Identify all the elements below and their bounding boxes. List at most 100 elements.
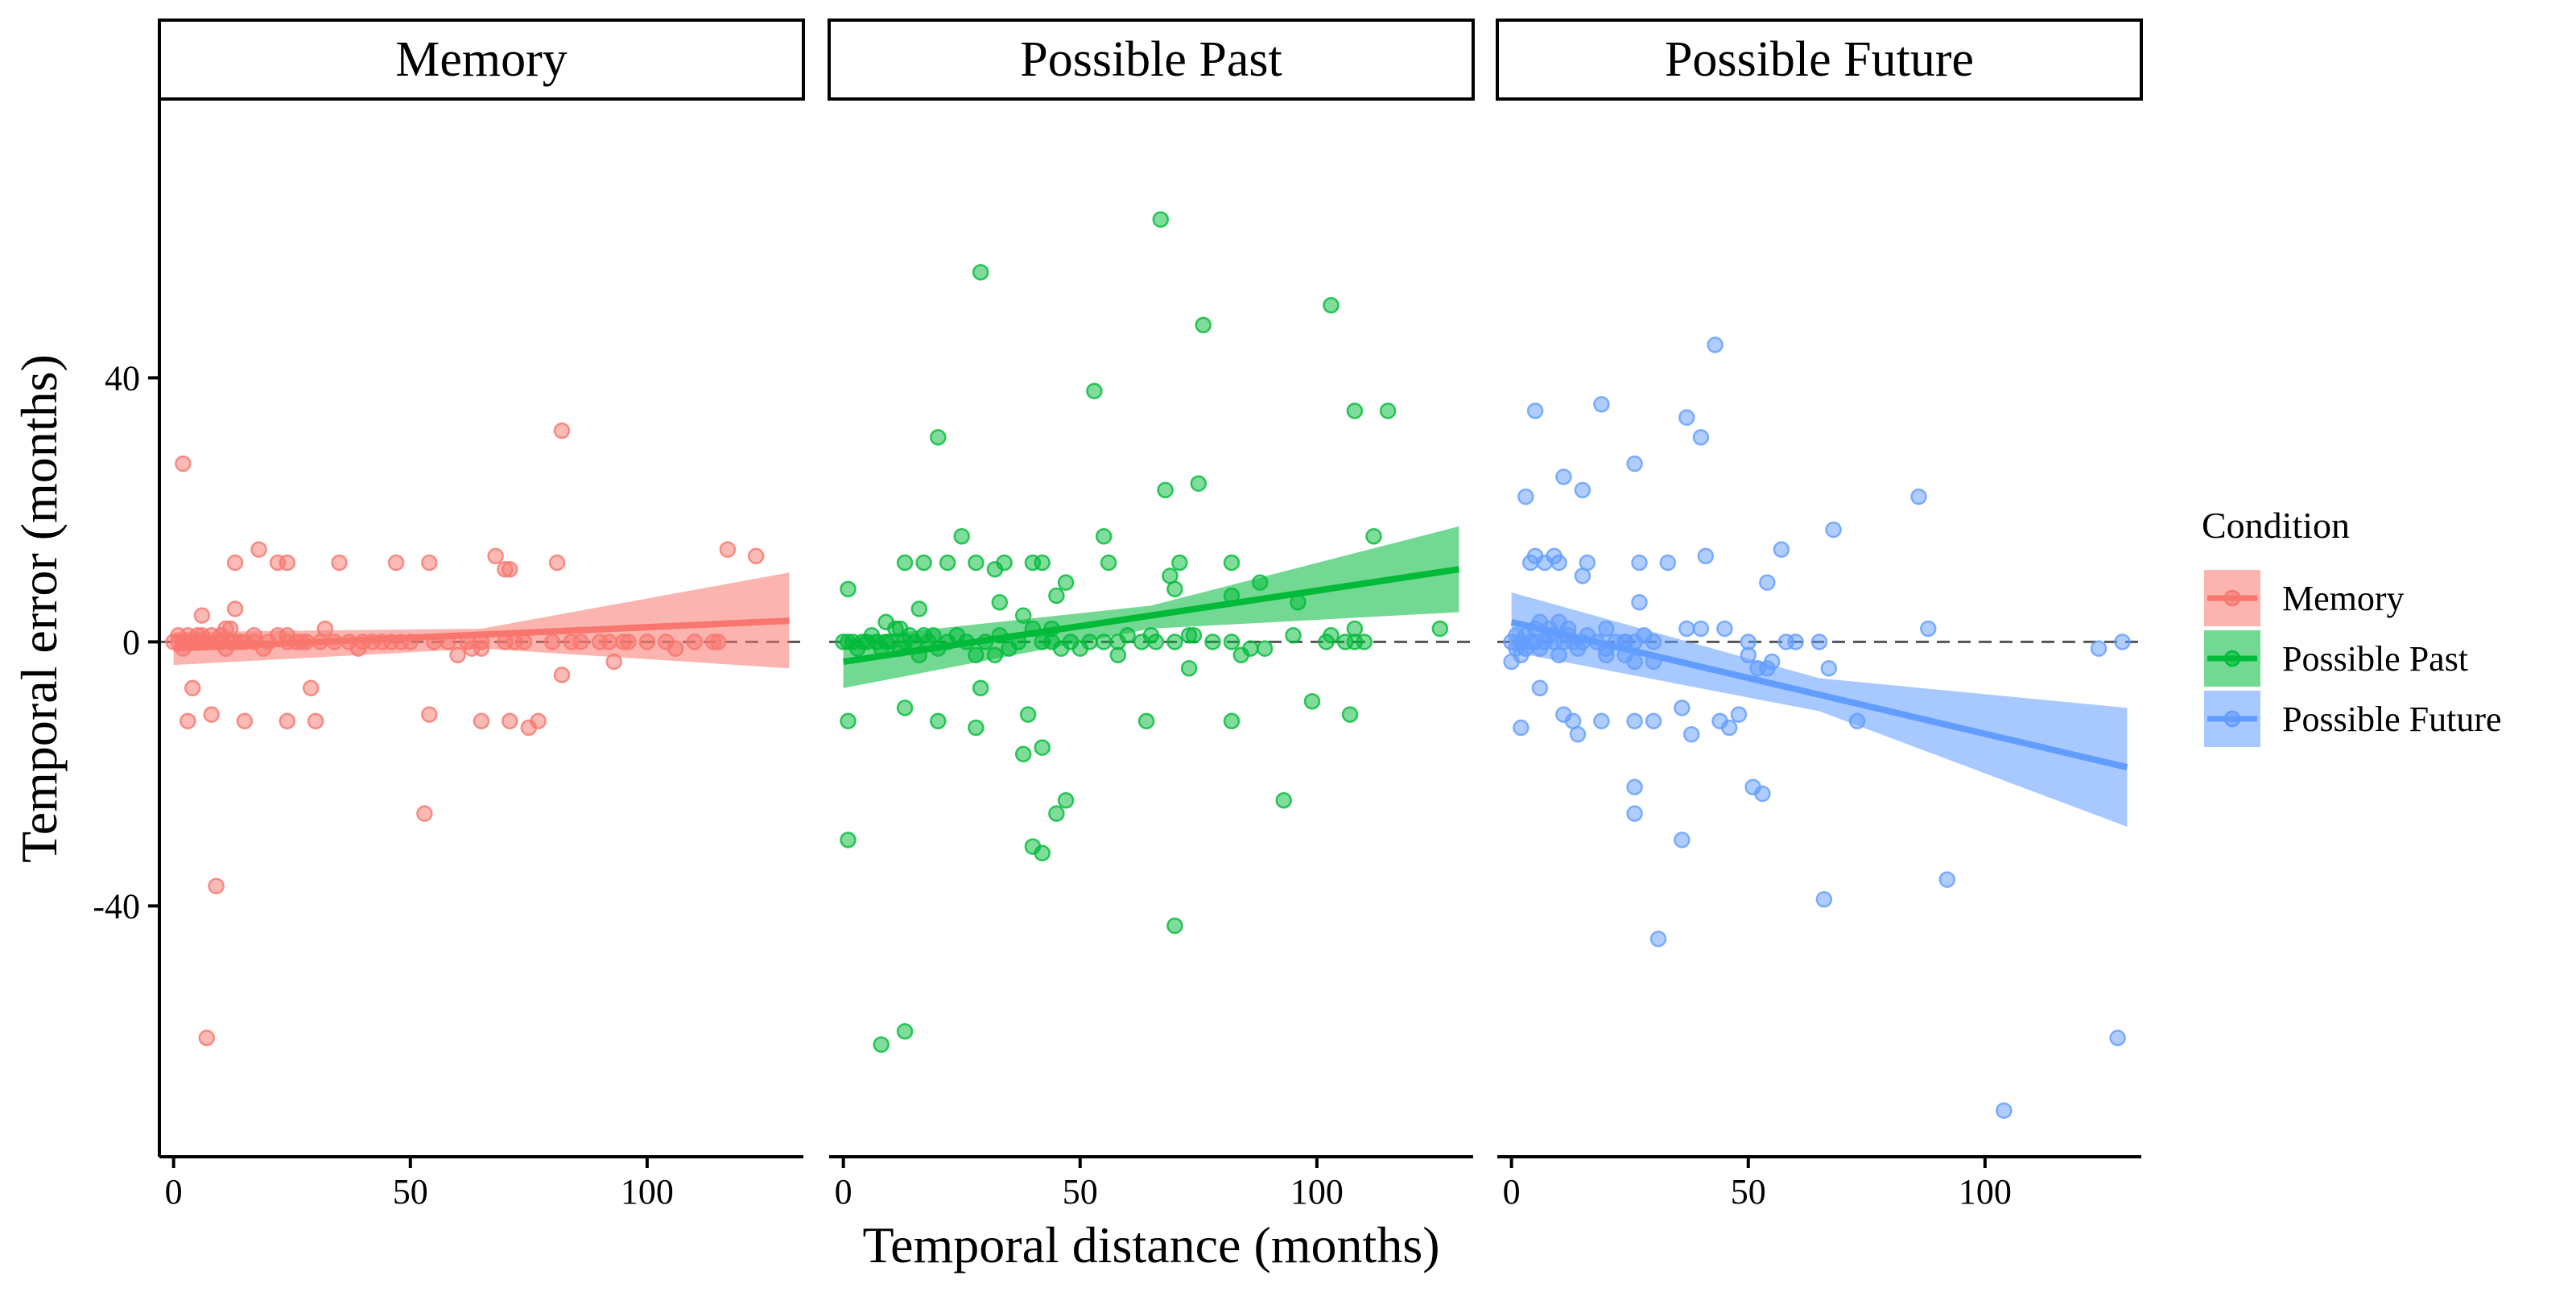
data-point (1759, 574, 1776, 591)
confidence-ribbon (843, 526, 1459, 688)
data-point (1152, 211, 1170, 228)
data-point (1692, 620, 1710, 638)
data-point (1166, 634, 1183, 650)
axes-layer: 0 50 100 0 50 100 0 50 100 -40 0 40 (93, 101, 2141, 1212)
data-point (1682, 725, 1700, 743)
data-point (1815, 890, 1833, 908)
data-point (543, 634, 561, 650)
facet-strip (1496, 19, 2143, 101)
data-point (502, 712, 518, 730)
data-point (840, 580, 857, 598)
data-point (530, 712, 547, 730)
data-point (1137, 712, 1155, 730)
data-point (1787, 634, 1804, 650)
y-tick-label: 0 (122, 622, 140, 662)
data-point (1223, 712, 1241, 730)
data-point (331, 554, 348, 572)
data-points (1503, 336, 2131, 1119)
data-point (968, 719, 985, 737)
data-point (1920, 620, 1937, 638)
x-tick-label: 0 (165, 1172, 183, 1212)
data-point (449, 646, 466, 664)
facet-strip (828, 19, 1475, 101)
data-point (1569, 725, 1587, 743)
data-point (1095, 634, 1113, 650)
data-point (873, 1036, 890, 1053)
data-point (1431, 620, 1449, 638)
legend-title: Condition (2202, 505, 2350, 546)
panel-memory: Memory (158, 19, 805, 1046)
data-point (1223, 634, 1241, 650)
data-point (421, 706, 438, 723)
y-tick-label: 40 (105, 358, 140, 398)
x-tick-label: 0 (1503, 1172, 1521, 1212)
data-point (1346, 402, 1364, 419)
data-point (1014, 607, 1032, 624)
data-point (213, 626, 229, 644)
x-tick-label: 100 (1959, 1172, 2012, 1212)
data-point (193, 626, 211, 644)
data-point (996, 554, 1013, 572)
data-point (1536, 554, 1554, 572)
legend-entry-label: Memory (2282, 579, 2405, 618)
data-point (553, 422, 571, 440)
data-point (930, 428, 947, 446)
data-point (939, 554, 956, 572)
data-point (896, 1022, 914, 1040)
legend-entry-label: Possible Future (2282, 700, 2502, 739)
data-point (1204, 634, 1221, 650)
data-point (1379, 402, 1397, 419)
data-point (719, 541, 737, 558)
data-point (1754, 785, 1771, 803)
data-point (307, 712, 324, 730)
data-point (1996, 1102, 2013, 1119)
data-point (279, 712, 296, 730)
data-point (1820, 659, 1838, 677)
data-point (891, 620, 909, 638)
data-point (302, 679, 320, 697)
data-point (1574, 568, 1591, 584)
data-point (463, 640, 481, 657)
data-point (1938, 871, 1956, 888)
data-point (1275, 791, 1292, 809)
data-point (236, 712, 254, 730)
data-point (1285, 626, 1302, 644)
data-point (620, 634, 637, 650)
data-point (1513, 646, 1530, 664)
facet-strip (158, 19, 805, 101)
data-point (175, 455, 192, 473)
data-point (1645, 634, 1662, 650)
data-point (638, 634, 656, 650)
data-point (1252, 574, 1269, 591)
data-point (502, 560, 518, 578)
data-point (1649, 931, 1667, 947)
data-point (1526, 402, 1544, 419)
data-point (1631, 593, 1648, 611)
data-point (2090, 640, 2107, 657)
data-point (877, 613, 894, 631)
data-point (1626, 778, 1643, 796)
facet-strip-label: Possible Future (1665, 32, 1974, 87)
x-tick-label: 100 (621, 1172, 674, 1212)
data-point (1034, 554, 1051, 572)
x-axis-title: Temporal distance (months) (862, 1216, 1439, 1273)
data-point (387, 554, 405, 572)
data-point (1555, 469, 1572, 485)
data-point (1645, 712, 1662, 730)
data-point (1081, 634, 1098, 650)
data-point (1232, 646, 1250, 664)
data-point (1517, 488, 1534, 506)
data-point (1195, 316, 1212, 334)
data-point (279, 554, 296, 572)
regression-line (173, 617, 790, 652)
data-point (421, 554, 438, 572)
data-point (1678, 409, 1695, 426)
data-point (968, 646, 985, 664)
data-point (180, 712, 196, 730)
data-point (548, 554, 566, 572)
legend-key-point (2223, 589, 2241, 607)
panels-layer: Memory Possible Past Possible Future (158, 19, 2143, 1119)
data-point (1825, 521, 1842, 539)
